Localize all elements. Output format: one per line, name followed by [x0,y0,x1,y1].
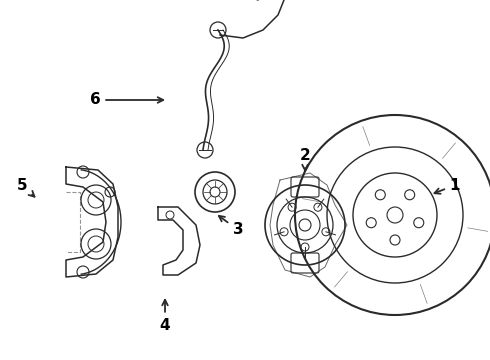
Text: 6: 6 [90,93,163,108]
Text: 4: 4 [160,300,171,333]
Text: 1: 1 [435,177,460,194]
Text: 5: 5 [17,177,34,197]
Text: 2: 2 [299,148,310,170]
Text: 3: 3 [219,216,244,238]
